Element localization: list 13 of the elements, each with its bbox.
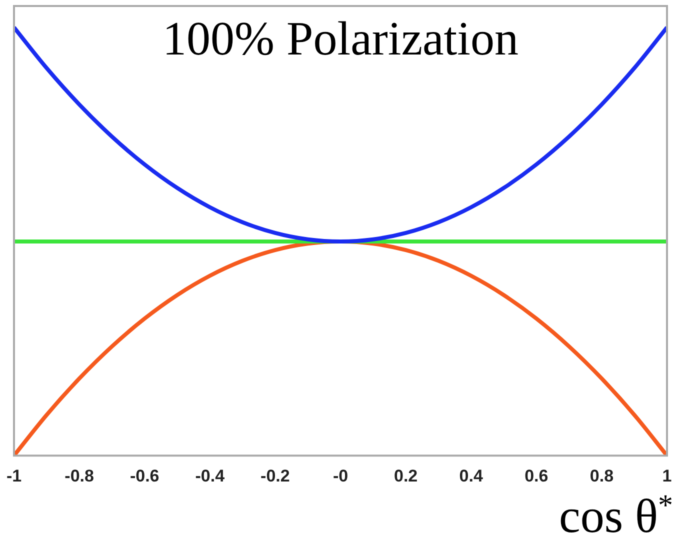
annotation: 100% Polarization	[162, 12, 518, 66]
x-tick-label: 0.4	[459, 466, 484, 486]
x-tick-label: 0.2	[394, 466, 418, 486]
x-tick-label: 1	[662, 466, 672, 486]
x-axis-title: cos θ$^{*}$	[559, 489, 673, 544]
x-tick-label: 0.8	[590, 466, 614, 486]
x-tick-label: -0.8	[64, 466, 94, 486]
x-tick-label: -1	[6, 466, 22, 486]
x-tick-label: -0.4	[195, 466, 226, 486]
x-tick-label: -0.6	[130, 466, 160, 486]
x-tick-label: -0	[332, 466, 348, 486]
x-tick-label: 0.6	[524, 466, 548, 486]
x-tick-label: -0.2	[260, 466, 290, 486]
